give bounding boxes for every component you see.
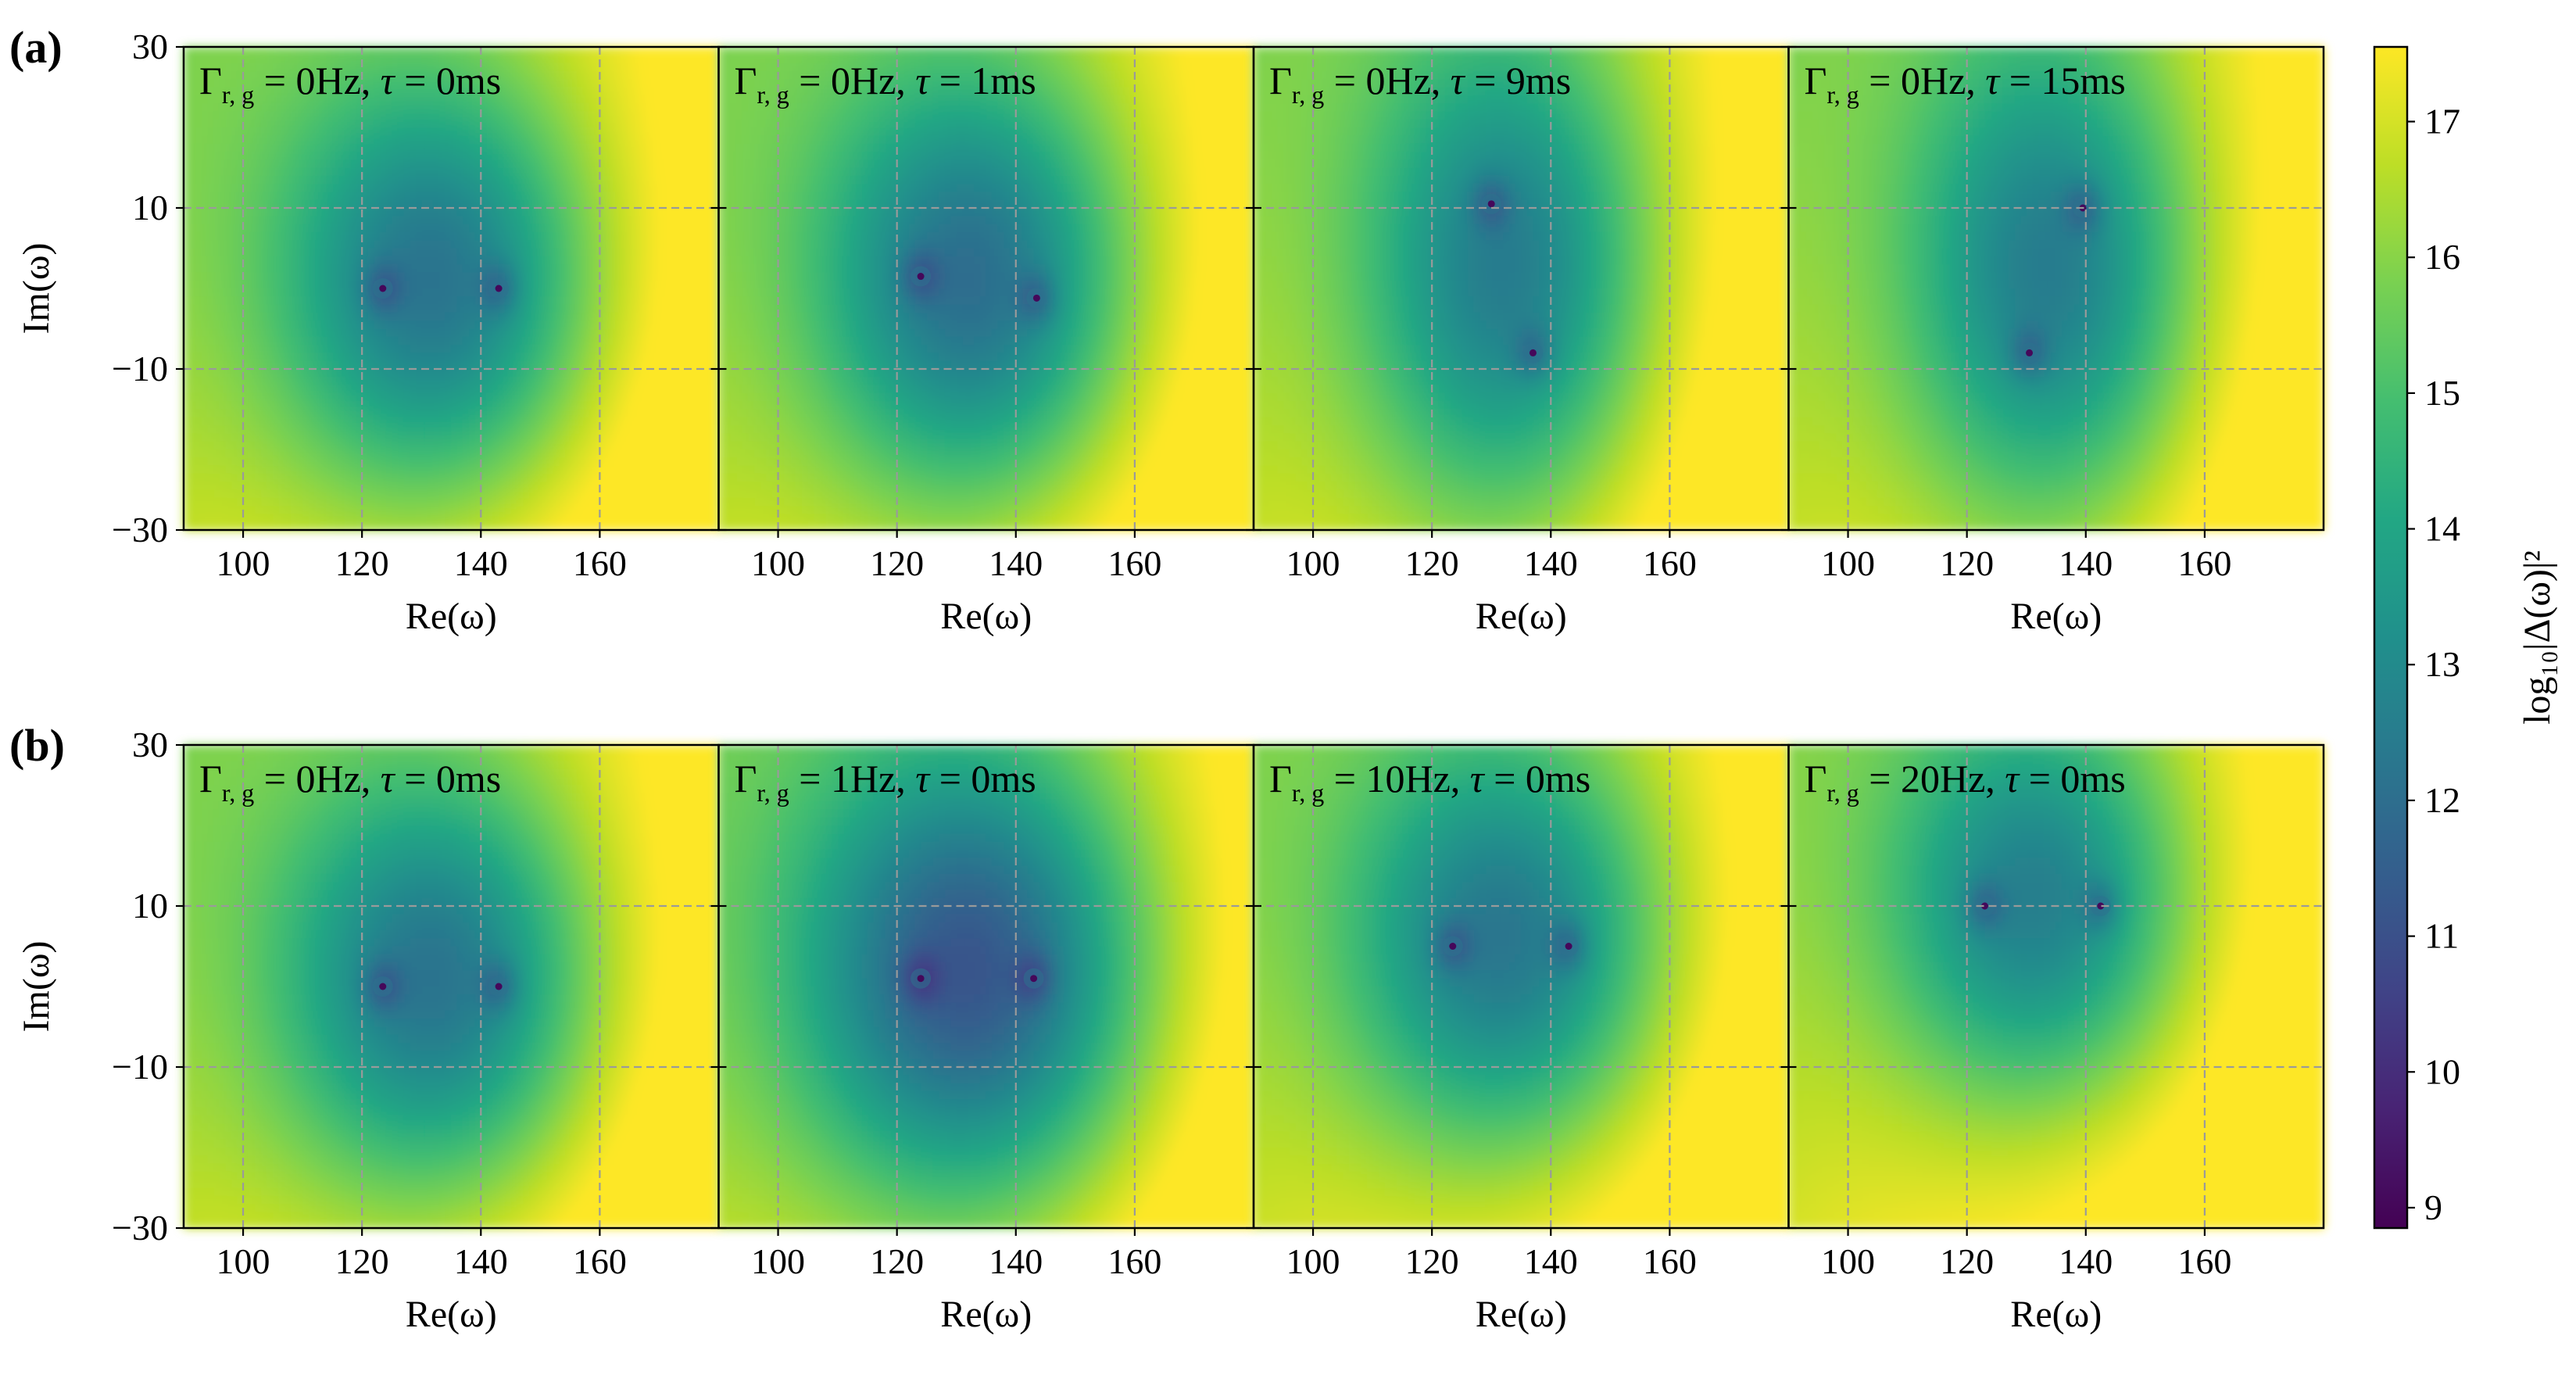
colorbar-label: log₁₀|Δ(ω)|² [2517, 550, 2558, 725]
y-tick-label: −10 [112, 1047, 168, 1087]
x-axis-label: Re(ω) [2010, 596, 2102, 637]
x-tick-label: 120 [870, 1241, 924, 1281]
y-tick-label: 30 [132, 725, 168, 764]
zero-point-2 [1530, 349, 1537, 356]
y-tick-label: 10 [132, 188, 168, 227]
zero-point-1 [918, 975, 925, 982]
x-axis-label: Re(ω) [1476, 596, 1567, 637]
x-tick-label: 160 [2177, 543, 2231, 583]
colorbar-tick-label: 15 [2424, 373, 2460, 413]
zero-point-1 [379, 983, 386, 990]
x-tick-label: 160 [1643, 543, 1697, 583]
heatmap-field [1789, 745, 2324, 1229]
x-axis-label: Re(ω) [940, 1294, 1032, 1335]
x-tick-label: 100 [1286, 543, 1340, 583]
colorbar-tick-label: 16 [2424, 237, 2460, 277]
zero-point-2 [1033, 295, 1040, 302]
y-axis-label: Im(ω) [16, 243, 57, 335]
zero-point-1 [1449, 943, 1456, 950]
x-tick-label: 120 [1405, 1241, 1459, 1281]
heatmap-field [184, 745, 719, 1229]
x-tick-label: 100 [1286, 1241, 1340, 1281]
colorbar-tick-label: 10 [2424, 1051, 2460, 1091]
zero-point-2 [496, 983, 503, 990]
x-axis-label: Re(ω) [2010, 1294, 2102, 1335]
x-tick-label: 140 [989, 543, 1043, 583]
x-tick-label: 160 [1107, 1241, 1161, 1281]
x-tick-label: 140 [1524, 543, 1578, 583]
x-axis-label: Re(ω) [406, 1294, 497, 1335]
x-axis-label: Re(ω) [940, 596, 1032, 637]
x-tick-label: 160 [1107, 543, 1161, 583]
x-tick-label: 100 [751, 1241, 805, 1281]
x-tick-label: 140 [454, 543, 508, 583]
x-tick-label: 120 [335, 543, 389, 583]
x-tick-label: 120 [1940, 543, 1994, 583]
x-tick-label: 100 [1821, 543, 1875, 583]
zero-point-1 [379, 285, 386, 292]
x-tick-label: 160 [573, 1241, 627, 1281]
heatmap-field [1254, 745, 1789, 1229]
colorbar: 9 10 11 12 13 14 15 16 17 log₁₀|Δ(ω)|² [2374, 47, 2558, 1228]
x-tick-label: 140 [454, 1241, 508, 1281]
heatmap-field [1789, 47, 2324, 531]
y-tick-label: 10 [132, 886, 168, 926]
x-tick-label: 120 [1405, 543, 1459, 583]
heatmap-field [1254, 47, 1789, 531]
x-axis-label: Re(ω) [406, 596, 497, 637]
x-tick-label: 100 [216, 1241, 270, 1281]
row-label: (b) [9, 720, 65, 771]
colorbar-tick-label: 17 [2424, 102, 2460, 141]
x-tick-label: 160 [573, 543, 627, 583]
y-tick-label: 30 [132, 27, 168, 66]
x-tick-label: 100 [216, 543, 270, 583]
colorbar-gradient [2374, 47, 2407, 1228]
y-axis-label: Im(ω) [16, 941, 57, 1033]
x-tick-label: 120 [335, 1241, 389, 1281]
x-tick-label: 160 [1643, 1241, 1697, 1281]
colorbar-tick-label: 14 [2424, 509, 2460, 549]
zero-point-2 [1565, 943, 1572, 950]
x-tick-label: 140 [2059, 543, 2113, 583]
heatmap-field [184, 47, 719, 531]
x-axis-label: Re(ω) [1476, 1294, 1567, 1335]
x-tick-label: 120 [1940, 1241, 1994, 1281]
zero-point-2 [496, 285, 503, 292]
zero-point-1 [918, 273, 925, 280]
x-tick-label: 160 [2177, 1241, 2231, 1281]
y-tick-label: −30 [112, 1208, 168, 1248]
x-tick-label: 140 [2059, 1241, 2113, 1281]
x-tick-label: 140 [989, 1241, 1043, 1281]
colorbar-tick-label: 9 [2424, 1187, 2442, 1227]
y-tick-label: −30 [112, 510, 168, 550]
zero-point-1 [1488, 200, 1495, 207]
colorbar-tick-label: 13 [2424, 644, 2460, 684]
heatmap-field [719, 47, 1254, 531]
colorbar-tick-label: 11 [2424, 916, 2459, 956]
y-tick-label: −10 [112, 349, 168, 389]
zero-point-2 [1030, 975, 1037, 982]
x-tick-label: 100 [751, 543, 805, 583]
row-label: (a) [9, 22, 63, 73]
x-tick-label: 140 [1524, 1241, 1578, 1281]
colorbar-tick-label: 12 [2424, 780, 2460, 820]
heatmap-field [719, 745, 1254, 1229]
zero-point-2 [2026, 349, 2033, 356]
x-tick-label: 120 [870, 543, 924, 583]
x-tick-label: 100 [1821, 1241, 1875, 1281]
